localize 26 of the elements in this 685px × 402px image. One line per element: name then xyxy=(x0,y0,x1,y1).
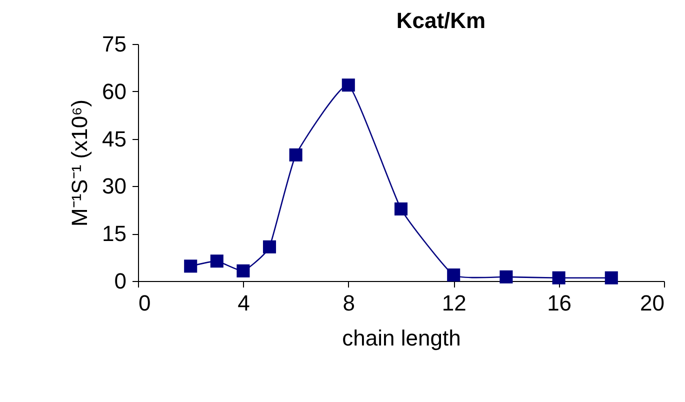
point xyxy=(500,270,513,284)
point xyxy=(262,240,276,254)
x-tick-label: 8 xyxy=(342,290,356,316)
point xyxy=(210,254,224,268)
y-axis-title: M⁻¹S⁻¹ (x10⁶) xyxy=(67,100,92,226)
y-tick-label: 45 xyxy=(102,126,126,152)
x-axis-title: chain length xyxy=(342,326,461,350)
y-tick-label: 15 xyxy=(102,221,126,246)
y-tick-label: 0 xyxy=(114,268,126,294)
point xyxy=(394,202,408,216)
x-tick-label: 4 xyxy=(238,290,250,316)
y-tick-label: 30 xyxy=(102,174,126,199)
x-tick-label: 0 xyxy=(138,290,151,316)
x-tick-label: 16 xyxy=(547,290,572,316)
point xyxy=(184,260,198,273)
x-tick-label: 12 xyxy=(442,290,466,316)
point xyxy=(236,264,250,278)
chart-title: Kcat/Km xyxy=(396,8,486,33)
point xyxy=(342,78,355,92)
point xyxy=(604,271,618,284)
x-tick-label: 20 xyxy=(640,290,664,316)
y-tick-label: 60 xyxy=(102,78,126,104)
point xyxy=(447,268,460,282)
y-tick-label: 75 xyxy=(102,32,126,56)
point xyxy=(552,271,566,284)
point xyxy=(289,148,302,162)
